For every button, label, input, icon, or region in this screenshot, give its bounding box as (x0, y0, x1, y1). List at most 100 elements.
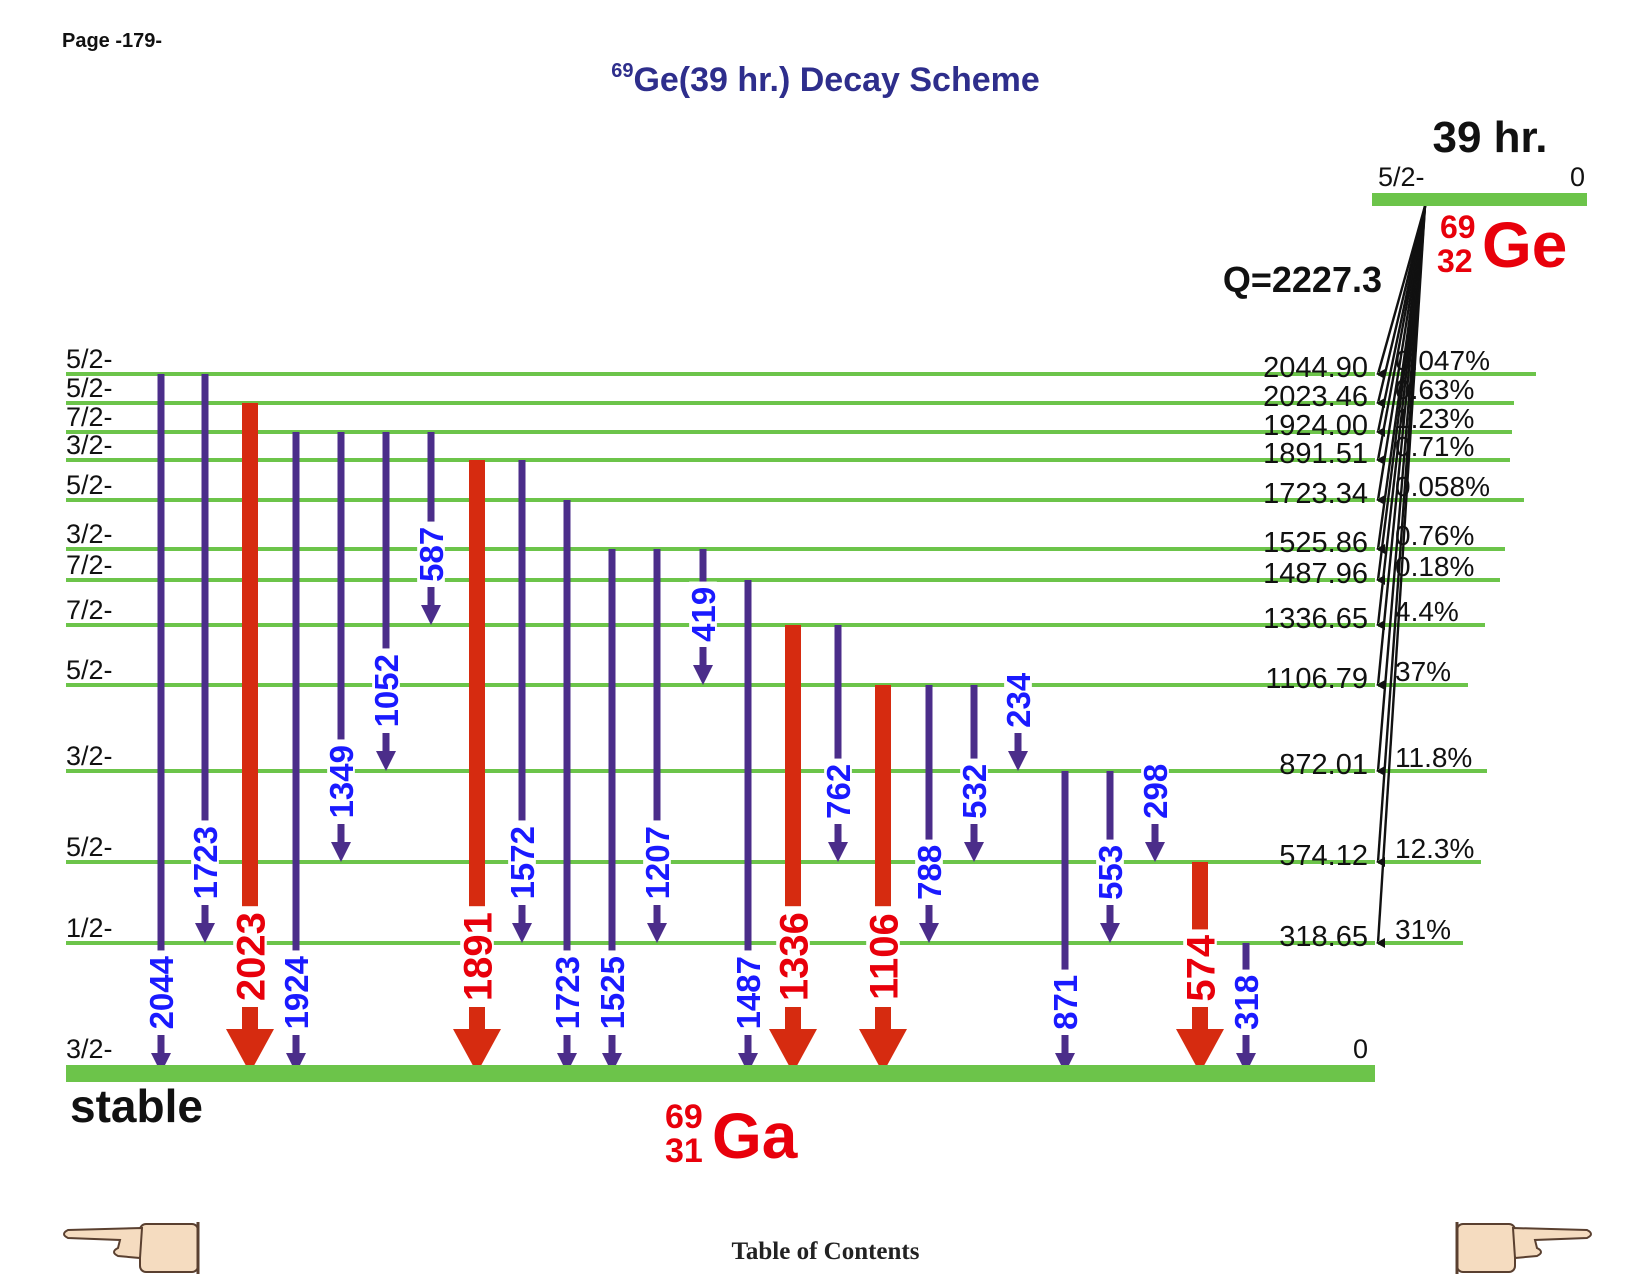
page-label: Page -179- (62, 30, 163, 52)
gamma-transition: 1723 (187, 374, 224, 943)
gamma-arrowhead (376, 751, 396, 771)
levels-layer: 5/2- 2044.90 5/2- 2023.46 7/2- 1924.00 3/2- 189… (66, 344, 1375, 953)
pointing-hand-left-icon[interactable] (63, 1222, 200, 1274)
svg-text:1723: 1723 (549, 956, 586, 1029)
feed-tick (1378, 372, 1536, 376)
parent-spin: 5/2- (1378, 162, 1425, 192)
level-spin: 3/2- (66, 519, 113, 549)
gamma-arrowhead (647, 923, 667, 943)
level-energy: 1487.96 (1263, 558, 1368, 590)
gamma-transition: 871 (1047, 771, 1084, 1073)
gamma-transition: 762 (820, 625, 857, 862)
feed-percent: 31% (1395, 914, 1451, 945)
level-energy: 1336.65 (1263, 603, 1368, 635)
gamma-label: 788 (911, 839, 948, 905)
gamma-label: 1349 (323, 739, 360, 824)
gamma-arrowhead (693, 665, 713, 685)
gamma-arrowhead (859, 1029, 907, 1073)
gamma-arrowhead (1100, 923, 1120, 943)
feed-tick (1378, 458, 1510, 462)
level-line (66, 683, 1375, 687)
gamma-label: 1525 (594, 950, 631, 1035)
gamma-arrow (337, 432, 345, 842)
gamma-transition: 788 (911, 685, 948, 943)
svg-text:574: 574 (1179, 934, 1223, 1001)
svg-text:1723: 1723 (187, 826, 224, 899)
feed-tick (1378, 683, 1468, 687)
gamma-label: 298 (1137, 758, 1174, 824)
level-line (66, 498, 1375, 502)
gamma-transition: 1336 (769, 625, 817, 1073)
level-line (66, 623, 1375, 627)
title-mass-number: 69 (611, 60, 634, 82)
level-energy: 1723.34 (1263, 478, 1368, 510)
feed-arrowhead (1376, 369, 1385, 379)
svg-text:1525: 1525 (594, 956, 631, 1029)
feed-tick (1378, 860, 1481, 864)
title-text: Ge(39 hr.) Decay Scheme (633, 61, 1040, 99)
gamma-label: 574 (1179, 929, 1223, 1008)
feed-tick (1378, 401, 1514, 405)
gamma-transition: 298 (1137, 758, 1174, 862)
table-of-contents-link[interactable]: Table of Contents (731, 1238, 920, 1265)
gamma-arrowhead (828, 842, 848, 862)
svg-text:871: 871 (1047, 975, 1084, 1030)
level-spin: 7/2- (66, 595, 113, 625)
gamma-label: 1723 (549, 950, 586, 1035)
gamma-transition: 574 (1176, 862, 1224, 1073)
parent-symbol: Ge (1482, 209, 1567, 281)
gamma-arrow (157, 374, 165, 1053)
gamma-arrowhead (602, 1053, 622, 1073)
gamma-arrow (201, 374, 209, 923)
parent-energy: 0 (1570, 162, 1585, 192)
feed-tick (1378, 498, 1524, 502)
level-energy: 1924.00 (1263, 410, 1368, 442)
gamma-arrowhead (919, 923, 939, 943)
level-line (66, 547, 1375, 551)
gamma-label: 871 (1047, 969, 1084, 1035)
level-energy: 2044.90 (1263, 352, 1368, 384)
level-spin: 1/2- (66, 913, 113, 943)
feed-percent: 12.3% (1395, 833, 1474, 864)
feed-tick (1378, 623, 1485, 627)
level-energy: 1106.79 (1265, 663, 1368, 695)
gamma-arrowhead (1145, 842, 1165, 862)
feed-percent: 11.8% (1395, 742, 1472, 773)
svg-text:1487: 1487 (730, 956, 767, 1029)
level-energy: 574.12 (1279, 840, 1368, 872)
gamma-arrowhead (769, 1029, 817, 1073)
gamma-transition: 1572 (504, 460, 541, 943)
svg-text:1207: 1207 (639, 826, 676, 899)
level-line (66, 458, 1375, 462)
level-spin: 7/2- (66, 402, 113, 432)
gamma-arrow (427, 432, 435, 605)
feed-percent: 0.76% (1395, 520, 1474, 551)
gamma-transition: 587 (413, 432, 450, 625)
gamma-label: 553 (1092, 839, 1129, 905)
feed-tick (1378, 430, 1512, 434)
gamma-transition: 234 (1000, 667, 1037, 771)
parent-level-line (1372, 193, 1587, 206)
svg-text:318: 318 (1228, 975, 1265, 1030)
beta-feed-line (1376, 205, 1427, 944)
gamma-label: 1723 (187, 820, 224, 905)
stable-label: stable (70, 1080, 203, 1132)
diagram-title: 69Ge(39 hr.) Decay Scheme (0, 60, 1651, 100)
gamma-transition: 1207 (639, 549, 676, 943)
gamma-label: 2044 (143, 950, 180, 1035)
ground-energy: 0 (1353, 1034, 1368, 1064)
feed-tick (1378, 547, 1505, 551)
gamma-arrow (518, 460, 526, 923)
gamma-arrow (744, 580, 752, 1053)
q-value: Q=2227.3 (1223, 259, 1382, 300)
gamma-arrowhead (512, 923, 532, 943)
gamma-arrowhead (331, 842, 351, 862)
level-line (66, 941, 1375, 945)
svg-text:587: 587 (413, 527, 450, 582)
gamma-arrowhead (453, 1029, 501, 1073)
level-energy: 1891.51 (1263, 438, 1368, 470)
gamma-arrowhead (226, 1029, 274, 1073)
pointing-hand-right-icon[interactable] (1455, 1222, 1592, 1274)
level-line (66, 860, 1375, 864)
gamma-arrowhead (1008, 751, 1028, 771)
